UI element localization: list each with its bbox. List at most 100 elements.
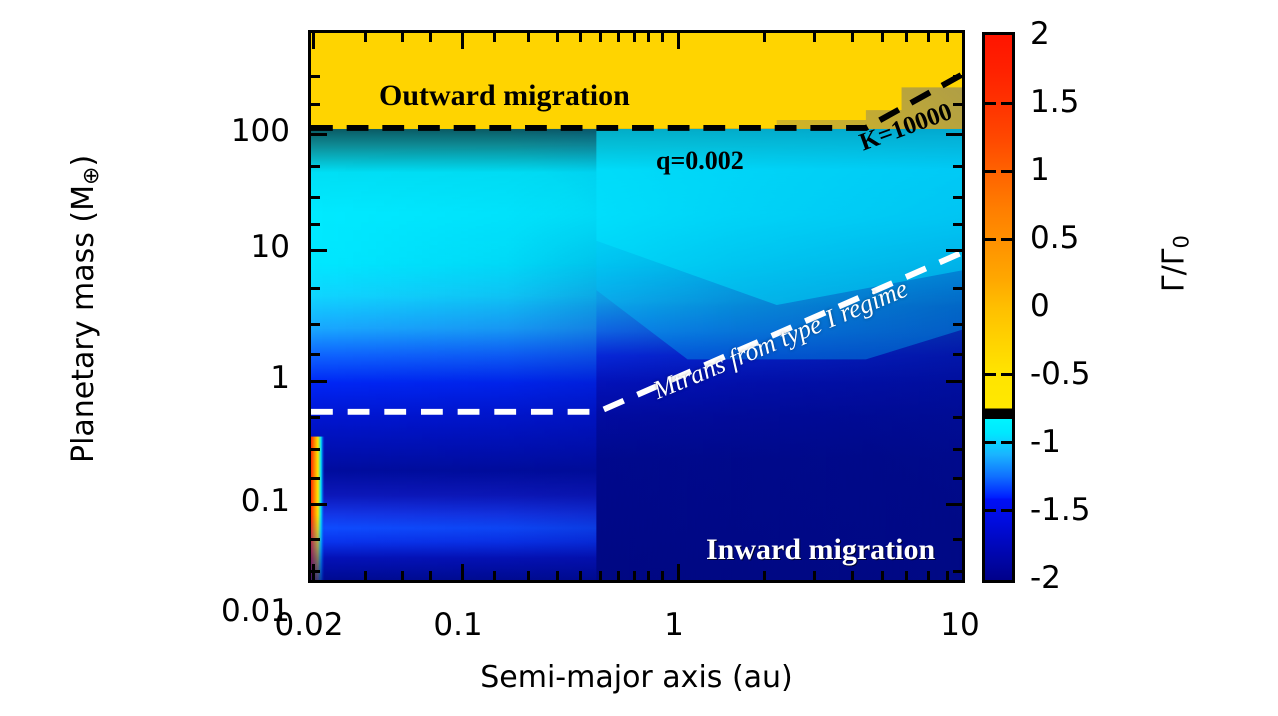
y-tick-label-0.1: 0.1 — [240, 483, 290, 519]
curve-q-k-black — [311, 71, 962, 131]
cb-tick-0.5 — [985, 238, 996, 241]
y-tick-minor — [311, 416, 320, 419]
y-tick-right-minor — [953, 196, 962, 199]
y-tick-10 — [311, 249, 327, 252]
x-tick-minor — [633, 571, 636, 580]
cb-label-0.5: 0.5 — [1030, 220, 1080, 256]
x-tick-top-minor — [851, 33, 854, 42]
x-tick-minor — [493, 571, 496, 580]
curve-mtrans-white — [311, 249, 962, 415]
x-tick-top-minor — [633, 33, 636, 42]
y-tick-minor — [311, 323, 320, 326]
x-axis-title: Semi-major axis (au) — [480, 660, 793, 695]
y-tick-right-minor — [953, 75, 962, 78]
x-tick-top-minor — [881, 33, 884, 42]
x-tick-top-minor — [401, 33, 404, 42]
cb-tick-1 — [1001, 170, 1012, 173]
y-tick-right-minor — [953, 448, 962, 451]
x-tick-minor — [647, 571, 650, 580]
x-tick-minor — [527, 571, 530, 580]
x-tick-top-minor — [617, 33, 620, 42]
y-tick-right-minor — [953, 477, 962, 480]
x-tick-top-minor — [813, 33, 816, 42]
y-tick-label-0.01: 0.01 — [220, 593, 290, 629]
x-tick-minor — [763, 571, 766, 580]
x-tick-label-0.02: 0.02 — [274, 607, 344, 643]
annotation-outward-migration: Outward migration — [379, 79, 630, 112]
cb-tick--1.5 — [1001, 509, 1012, 512]
colorbar-title-main: Γ/Γ — [1156, 248, 1192, 293]
cb-tick--0.5 — [1001, 373, 1012, 376]
cb-label--1: -1 — [1030, 424, 1061, 460]
y-tick-right-minor — [953, 223, 962, 226]
cb-tick-1.5 — [985, 102, 996, 105]
y-tick-100 — [311, 133, 327, 136]
y-tick-0.1 — [311, 503, 327, 506]
y-tick-label-100: 100 — [230, 113, 290, 149]
y-tick-right-minor — [953, 323, 962, 326]
x-tick-top — [461, 33, 464, 49]
x-tick-top-minor — [527, 33, 530, 42]
colorbar-title: Γ/Γ0 — [1156, 174, 1193, 354]
y-tick-right-minor — [953, 353, 962, 356]
y-tick-minor — [311, 196, 320, 199]
y-tick-1 — [311, 380, 327, 383]
y-axis-title-prefix: Planetary mass (M — [66, 184, 102, 464]
cb-tick--1 — [1001, 441, 1012, 444]
plot-area: Outward migration Inward migration q=0.0… — [308, 30, 965, 583]
cb-tick--0.5 — [985, 373, 996, 376]
x-tick-minor — [364, 571, 367, 580]
x-tick-minor — [429, 571, 432, 580]
x-tick-minor — [881, 571, 884, 580]
x-tick-minor — [579, 571, 582, 580]
y-tick-minor — [311, 477, 320, 480]
cb-tick--1 — [985, 441, 996, 444]
heatmap-image — [311, 33, 962, 580]
y-tick-label-1: 1 — [270, 360, 290, 396]
x-tick-top-minor — [927, 33, 930, 42]
y-axis-title: Planetary mass (M⊕) — [66, 129, 104, 489]
x-tick-top-minor — [493, 33, 496, 42]
x-tick-top-minor — [946, 33, 949, 42]
x-tick-minor — [946, 571, 949, 580]
x-tick-top-minor — [556, 33, 559, 42]
cb-label-2: 2 — [1030, 16, 1050, 52]
x-tick-label-1: 1 — [664, 607, 684, 643]
y-tick-right — [946, 503, 962, 506]
x-tick-top-minor — [905, 33, 908, 42]
annotation-inward-migration: Inward migration — [706, 533, 936, 566]
cb-label-0: 0 — [1030, 288, 1050, 324]
colorbar-title-subscript: 0 — [1169, 235, 1194, 249]
cb-tick-1.5 — [1001, 102, 1012, 105]
cb-label--2: -2 — [1030, 560, 1061, 596]
cb-label-1.5: 1.5 — [1030, 84, 1080, 120]
x-tick-label-10: 10 — [940, 607, 980, 643]
x-tick-minor — [617, 571, 620, 580]
cb-label--1.5: -1.5 — [1030, 492, 1091, 528]
x-tick-0.1 — [461, 564, 464, 580]
y-tick-right — [946, 133, 962, 136]
x-tick-top — [312, 33, 315, 49]
x-tick-0.02 — [312, 564, 315, 580]
y-tick-minor — [311, 103, 320, 106]
y-tick-right-minor — [953, 165, 962, 168]
y-tick-minor — [311, 75, 320, 78]
x-tick-minor — [851, 571, 854, 580]
x-tick-minor — [661, 571, 664, 580]
x-tick-top-minor — [647, 33, 650, 42]
x-tick-top-minor — [661, 33, 664, 42]
y-axis-title-suffix: ) — [66, 154, 102, 167]
x-tick-top — [677, 33, 680, 49]
y-tick-minor — [311, 538, 320, 541]
y-tick-minor — [311, 448, 320, 451]
y-tick-right — [946, 249, 962, 252]
x-tick-minor — [599, 571, 602, 580]
y-tick-minor — [311, 353, 320, 356]
y-tick-minor — [311, 223, 320, 226]
colorbar-gradient — [985, 35, 1012, 580]
y-tick-minor — [311, 165, 320, 168]
cb-label-1: 1 — [1030, 152, 1050, 188]
x-tick-minor — [927, 571, 930, 580]
x-tick-top-minor — [763, 33, 766, 42]
y-tick-right-minor — [953, 103, 962, 106]
